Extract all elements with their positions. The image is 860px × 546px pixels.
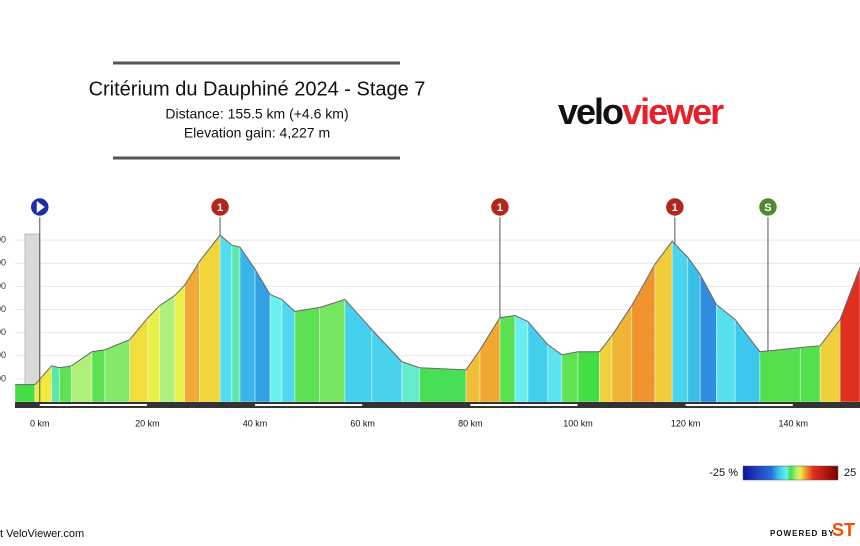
marker-label: 1 [217, 202, 223, 214]
profile-segment [199, 234, 221, 403]
profile-segment [104, 339, 130, 403]
logo: veloviewer [558, 91, 724, 132]
profile-segment [401, 361, 421, 403]
profile-segment [254, 268, 271, 403]
profile-segment [239, 246, 256, 403]
x-tick-label: 40 km [243, 418, 268, 428]
footer: t VeloViewer.com [0, 528, 84, 540]
profile-segment [174, 284, 185, 403]
profile-segment [371, 328, 403, 403]
profile-segment [269, 294, 283, 403]
y-tick-label: 600 [0, 350, 6, 360]
y-tick-label: 1200 [0, 281, 6, 291]
colorbar-label: 25 [844, 467, 856, 479]
profile-segment [699, 274, 717, 403]
chart-title: Critérium du Dauphiné 2024 - Stage 7 [89, 78, 426, 100]
profile-segment [91, 349, 106, 403]
profile-segment [219, 234, 233, 403]
y-tick-label: 1400 [0, 258, 6, 268]
profile-segment [159, 294, 176, 403]
y-tick-label: 800 [0, 327, 6, 337]
profile-segment [654, 240, 673, 403]
profile-outline [15, 234, 860, 386]
profile-segment [499, 315, 516, 403]
neutral-zone [24, 233, 41, 403]
distance-stripe [470, 404, 578, 406]
subtitle: Distance: 155.5 km (+4.6 km) [165, 106, 348, 122]
profile-segment [759, 347, 801, 403]
x-tick-label: 80 km [458, 418, 483, 428]
marker-label: 1 [497, 202, 503, 214]
y-tick-label: 1000 [0, 304, 6, 314]
colorbar [742, 465, 839, 481]
marker-icon [209, 196, 231, 218]
profile-segment [514, 315, 529, 403]
profile-segment [465, 348, 481, 403]
marker-icon [757, 196, 779, 218]
profile-segment [479, 316, 501, 403]
colorbar-label: -25 % [709, 467, 738, 479]
profile-segment [51, 365, 60, 403]
marker-icon [489, 196, 511, 218]
distance-stripe [685, 404, 794, 406]
distance-stripe [39, 404, 148, 406]
profile-segment [715, 303, 736, 403]
profile-segment [129, 316, 149, 403]
x-tick-label: 100 km [563, 418, 593, 428]
profile-segment [599, 334, 613, 403]
marker-label: 1 [672, 202, 678, 214]
profile-segment [231, 244, 241, 403]
x-tick-label: 0 km [30, 418, 50, 428]
y-tick-label: 400 [0, 373, 6, 383]
x-tick-label: 120 km [671, 418, 701, 428]
marker-label: S [764, 202, 771, 214]
profile-segment [799, 345, 821, 403]
x-tick-label: 60 km [350, 418, 375, 428]
profile-segment [14, 384, 36, 403]
profile-segment [294, 307, 320, 403]
y-tick-label: 1600 [0, 235, 6, 245]
x-tick-label: 20 km [135, 418, 160, 428]
x-axis-band [15, 402, 860, 408]
subtitle: Elevation gain: 4,227 m [184, 125, 330, 141]
logo-part: velo [558, 91, 623, 132]
strava-logo: ST [832, 520, 855, 540]
marker-icon [664, 196, 686, 218]
profile-segment [687, 256, 701, 403]
profile-segment [734, 318, 761, 403]
logo-part: viewer [622, 91, 724, 132]
start-arrow [36, 201, 45, 213]
profile-segment [319, 299, 346, 403]
profile-segment [281, 298, 296, 403]
profile-segment [561, 351, 579, 403]
profile-segment [419, 367, 467, 403]
profile-segment [671, 240, 689, 403]
profile-segment [839, 267, 860, 403]
profile-segment [59, 365, 72, 403]
profile-segment [147, 304, 161, 403]
x-tick-label: 140 km [779, 418, 809, 428]
profile-segment [577, 351, 600, 403]
distance-stripe [255, 404, 363, 406]
powered-by: POWERED BY [770, 529, 835, 538]
